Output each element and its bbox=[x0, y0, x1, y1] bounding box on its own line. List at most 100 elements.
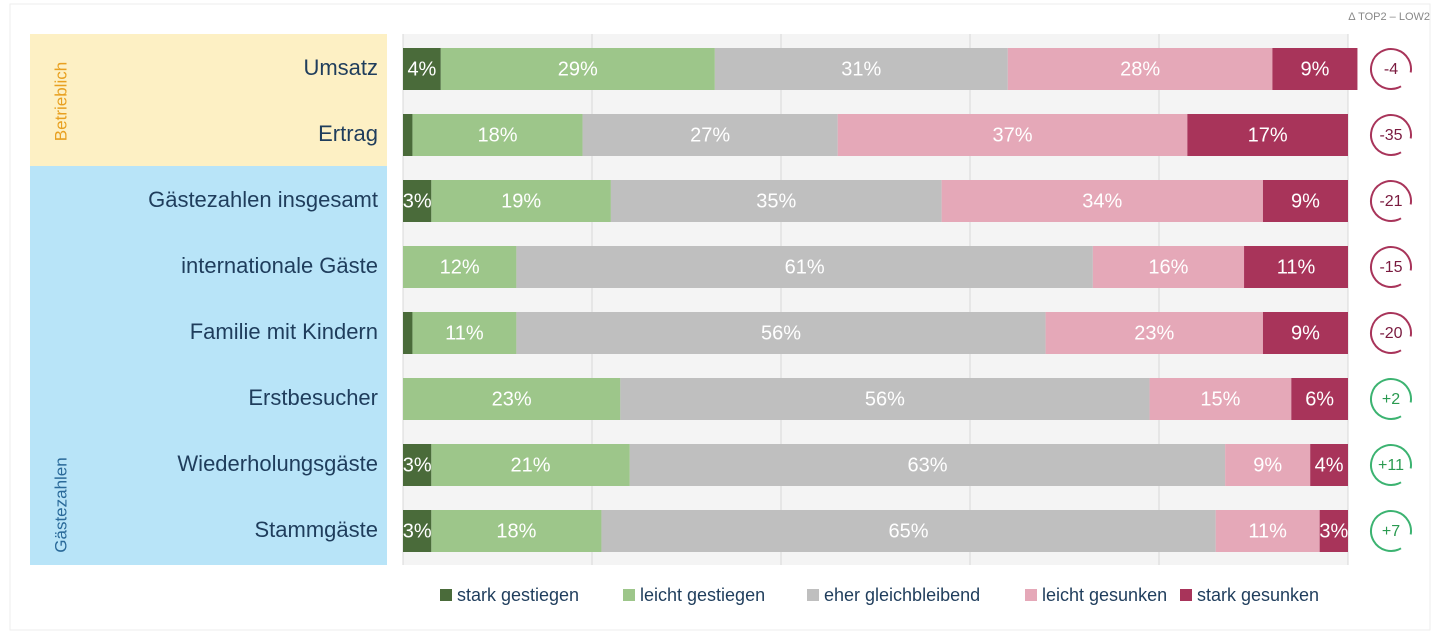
delta-label: +11 bbox=[1378, 457, 1404, 474]
bar-segment bbox=[403, 510, 432, 552]
value-label: 15% bbox=[1200, 388, 1240, 410]
bar-segment bbox=[582, 114, 838, 156]
frame bbox=[9, 3, 1431, 631]
bar-segment bbox=[941, 180, 1263, 222]
value-label: 11% bbox=[445, 322, 484, 344]
bar-segment bbox=[440, 48, 715, 90]
bar-segment bbox=[1149, 378, 1292, 420]
bar-segment bbox=[629, 444, 1226, 486]
bar-segment bbox=[431, 510, 602, 552]
value-label: 11% bbox=[1277, 256, 1316, 278]
value-label: 9% bbox=[1253, 454, 1282, 476]
bar-segment bbox=[610, 180, 942, 222]
delta-label: -4 bbox=[1384, 61, 1398, 78]
bar-segment bbox=[516, 246, 1093, 288]
bar-segment bbox=[1045, 312, 1263, 354]
bar-segment bbox=[1272, 48, 1358, 90]
bar-segment bbox=[601, 510, 1216, 552]
value-label: 34% bbox=[1082, 190, 1122, 212]
delta-label: -15 bbox=[1379, 259, 1402, 276]
group-panel bbox=[30, 34, 387, 169]
bar-segment bbox=[1244, 246, 1348, 288]
bar-segment bbox=[403, 114, 413, 156]
category-label: Ertrag bbox=[318, 121, 378, 146]
value-label: 37% bbox=[993, 124, 1033, 146]
legend-label: stark gestiegen bbox=[457, 585, 579, 605]
bar-segment bbox=[1007, 48, 1273, 90]
bar-segment bbox=[403, 312, 413, 354]
delta-ring bbox=[1370, 48, 1412, 90]
legend-swatch bbox=[1025, 589, 1037, 601]
bar-segment bbox=[403, 48, 441, 90]
legend-swatch bbox=[1180, 589, 1192, 601]
bar-segment bbox=[403, 444, 432, 486]
legend-swatch bbox=[440, 589, 452, 601]
value-label: 21% bbox=[511, 454, 551, 476]
value-label: 31% bbox=[841, 58, 881, 80]
category-label: Stammgäste bbox=[255, 517, 379, 542]
bar-segment bbox=[431, 444, 630, 486]
bar-segment bbox=[1310, 444, 1348, 486]
value-label: 18% bbox=[477, 124, 517, 146]
bar-segment bbox=[516, 312, 1046, 354]
delta-ring bbox=[1370, 114, 1412, 156]
category-label: Gästezahlen insgesamt bbox=[148, 187, 378, 212]
delta-ring bbox=[1370, 510, 1412, 552]
category-label: Erstbesucher bbox=[248, 385, 378, 410]
bar-segment bbox=[620, 378, 1150, 420]
bar-segment bbox=[1319, 510, 1348, 552]
bar-segment bbox=[837, 114, 1188, 156]
value-label: 4% bbox=[407, 58, 436, 80]
delta-ring bbox=[1370, 246, 1412, 288]
delta-label: -35 bbox=[1379, 127, 1402, 144]
value-label: 61% bbox=[785, 256, 825, 278]
value-label: 11% bbox=[1248, 520, 1287, 542]
bar-segment bbox=[412, 114, 583, 156]
delta-ring bbox=[1370, 378, 1412, 420]
value-label: 65% bbox=[889, 520, 929, 542]
value-label: 3% bbox=[1319, 520, 1348, 542]
value-label: 4% bbox=[1315, 454, 1344, 476]
bar-segment bbox=[714, 48, 1008, 90]
value-label: 56% bbox=[761, 322, 801, 344]
category-label: Familie mit Kindern bbox=[190, 319, 378, 344]
delta-label: +2 bbox=[1382, 391, 1400, 408]
value-label: 35% bbox=[756, 190, 796, 212]
value-label: 23% bbox=[492, 388, 532, 410]
bar-segment bbox=[1262, 180, 1348, 222]
value-label: 9% bbox=[1300, 58, 1329, 80]
delta-title: Δ TOP2 – LOW2 bbox=[1348, 11, 1430, 23]
bar-segment bbox=[412, 312, 517, 354]
bar-segment bbox=[1225, 444, 1311, 486]
value-label: 16% bbox=[1148, 256, 1188, 278]
value-label: 28% bbox=[1120, 58, 1160, 80]
value-label: 29% bbox=[558, 58, 598, 80]
bar-segment bbox=[1291, 378, 1348, 420]
bar-segment bbox=[1215, 510, 1320, 552]
value-label: 17% bbox=[1248, 124, 1288, 146]
value-label: 6% bbox=[1305, 388, 1334, 410]
bar-segment bbox=[403, 378, 621, 420]
category-label: internationale Gäste bbox=[181, 253, 378, 278]
value-label: 63% bbox=[907, 454, 947, 476]
delta-label: -21 bbox=[1379, 193, 1402, 210]
value-label: 9% bbox=[1291, 322, 1320, 344]
value-label: 27% bbox=[690, 124, 730, 146]
bar-segment bbox=[403, 246, 517, 288]
delta-label: +7 bbox=[1382, 523, 1400, 540]
group-label: Betrieblich bbox=[51, 62, 70, 141]
legend-label: stark gesunken bbox=[1197, 585, 1319, 605]
bar-segment bbox=[403, 180, 432, 222]
value-label: 3% bbox=[403, 520, 432, 542]
value-label: 12% bbox=[440, 256, 480, 278]
delta-ring bbox=[1370, 180, 1412, 222]
delta-label: -20 bbox=[1379, 325, 1402, 342]
legend-swatch bbox=[623, 589, 635, 601]
value-label: 23% bbox=[1134, 322, 1174, 344]
legend-label: leicht gesunken bbox=[1042, 585, 1167, 605]
group-panel bbox=[30, 166, 387, 565]
legend-swatch bbox=[807, 589, 819, 601]
legend-label: leicht gestiegen bbox=[640, 585, 765, 605]
bar-segment bbox=[1092, 246, 1245, 288]
